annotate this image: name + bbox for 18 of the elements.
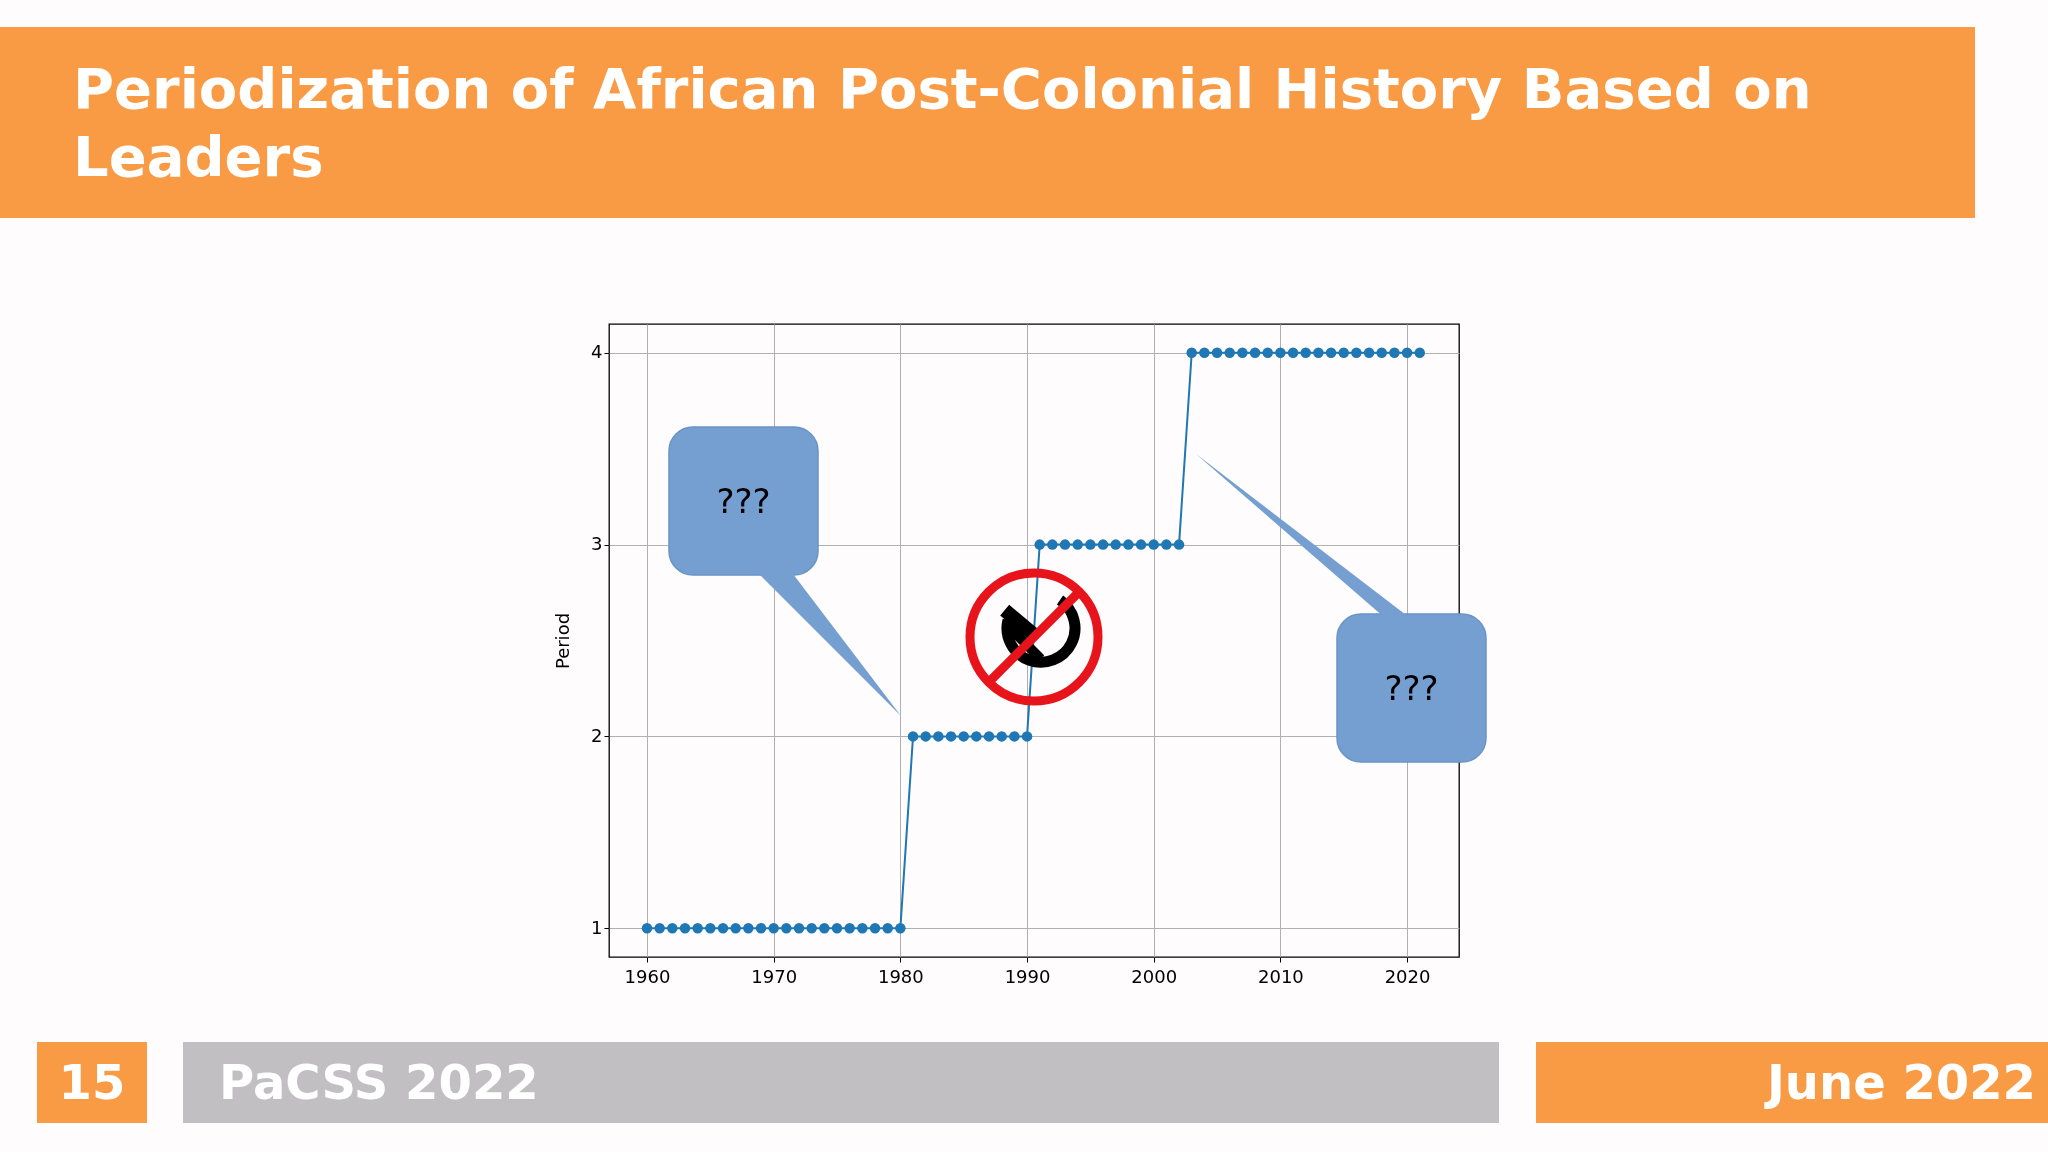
annotation: ??? (716, 481, 771, 521)
x-tick-label: 1970 (751, 965, 798, 987)
x-tick-label: 1980 (877, 965, 924, 987)
y-tick-label: 1 (591, 916, 603, 938)
x-tick-label: 1960 (624, 965, 671, 987)
annotation: ??? (1384, 668, 1439, 708)
y-tick-label: 2 (591, 724, 603, 746)
text: 15 (37, 1042, 147, 1123)
y-tick-label: 4 (591, 341, 603, 363)
chart-title: Periodization of African Post-Colonial History Based on Leaders (0, 27, 1975, 218)
x-tick-label: 2020 (1384, 965, 1431, 987)
y-axis-title: Period (552, 612, 574, 670)
x-tick-label: 2010 (1257, 965, 1304, 987)
text: June 2022 (1536, 1042, 2048, 1123)
text: PaCSS 2022 (183, 1042, 1499, 1123)
x-tick-label: 2000 (1131, 965, 1178, 987)
y-tick-label: 3 (591, 533, 603, 555)
x-tick-label: 1990 (1004, 965, 1051, 987)
